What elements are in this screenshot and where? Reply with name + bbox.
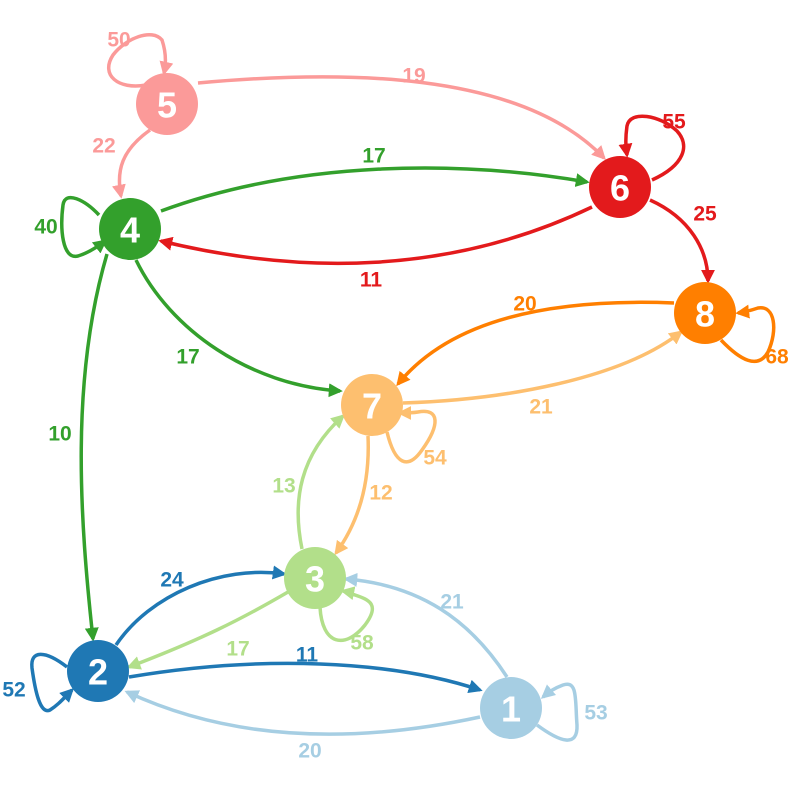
node-label-2: 2 [88, 652, 108, 693]
edge-4-to-6 [160, 166, 590, 213]
node-8: 8 [674, 282, 736, 344]
edge-weight-label-1-to-1: 53 [584, 702, 607, 725]
node-circle-4 [99, 198, 161, 260]
edge-3-to-2 [126, 590, 289, 670]
node-6: 6 [589, 156, 651, 218]
node-7: 7 [341, 374, 403, 436]
node-circle-8 [674, 282, 736, 344]
edge-weight-label-8-to-7: 20 [513, 293, 536, 316]
edge-weight-label-7-to-7: 54 [423, 447, 447, 470]
edge-weight-label-4-to-7: 17 [176, 346, 199, 369]
edge-1-to-2 [124, 690, 481, 736]
edge-2-to-3 [114, 565, 287, 646]
self-loop-edge-1-to-1 [535, 682, 579, 742]
edge-weight-label-2-to-1: 11 [296, 644, 319, 667]
edge-labels-layer: 5019225511254017171068202154121358172452… [2, 29, 789, 763]
node-2: 2 [67, 640, 129, 702]
node-label-1: 1 [501, 689, 521, 730]
edge-4-to-2 [79, 253, 109, 642]
node-circle-2 [67, 640, 129, 702]
edge-weight-label-7-to-8: 21 [529, 396, 553, 419]
self-loop-edge-3-to-3 [318, 586, 375, 643]
edge-weight-label-7-to-3: 12 [369, 482, 392, 505]
self-loop-edge-2-to-2 [30, 652, 74, 713]
edge-5-to-6 [197, 75, 606, 161]
node-1: 1 [480, 677, 542, 739]
edge-1-to-3 [343, 572, 509, 678]
node-label-5: 5 [157, 85, 177, 126]
node-5: 5 [136, 73, 198, 135]
edge-weight-label-8-to-8: 68 [765, 346, 789, 369]
edge-weight-label-3-to-3: 58 [350, 632, 374, 655]
node-label-8: 8 [695, 294, 715, 335]
edge-weight-label-5-to-5: 50 [107, 29, 130, 52]
edge-weight-label-2-to-2: 52 [2, 679, 25, 702]
edge-weight-label-6-to-4: 11 [360, 269, 383, 292]
edge-weight-label-5-to-6: 19 [402, 65, 425, 88]
edge-weight-label-4-to-4: 40 [34, 216, 57, 239]
edge-8-to-7 [396, 300, 675, 387]
edge-7-to-8 [402, 330, 684, 405]
edge-6-to-8 [649, 198, 715, 284]
node-4: 4 [99, 198, 161, 260]
node-label-6: 6 [610, 168, 630, 209]
edges-layer [30, 33, 776, 742]
edge-weight-label-6-to-8: 25 [693, 203, 717, 226]
edge-weight-label-3-to-7: 13 [272, 475, 295, 498]
node-circle-7 [341, 374, 403, 436]
edge-weight-label-6-to-6: 55 [662, 111, 686, 134]
self-loop-edge-4-to-4 [60, 195, 108, 258]
edge-weight-label-1-to-2: 20 [298, 740, 321, 763]
self-loop-edge-8-to-8 [719, 304, 776, 364]
edge-6-to-4 [158, 205, 593, 266]
edge-weight-label-5-to-4: 22 [92, 135, 115, 158]
node-label-7: 7 [362, 386, 382, 427]
edge-weight-label-3-to-2: 17 [226, 638, 249, 661]
self-loop-edge-7-to-7 [385, 405, 437, 464]
node-label-3: 3 [305, 559, 325, 600]
edge-4-to-7 [134, 259, 343, 398]
edge-weight-label-1-to-3: 21 [440, 591, 464, 614]
edge-weight-label-4-to-6: 17 [362, 145, 385, 168]
node-circle-5 [136, 73, 198, 135]
node-circle-3 [284, 547, 346, 609]
node-circle-1 [480, 677, 542, 739]
node-3: 3 [284, 547, 346, 609]
node-circle-6 [589, 156, 651, 218]
edge-7-to-3 [334, 435, 370, 556]
edge-2-to-1 [128, 661, 483, 694]
node-label-4: 4 [120, 210, 140, 251]
edge-weight-label-4-to-2: 10 [48, 423, 71, 446]
edge-3-to-7 [296, 414, 346, 550]
edge-weight-label-2-to-3: 24 [160, 569, 184, 592]
self-loop-edge-6-to-6 [618, 114, 686, 182]
self-loop-edge-5-to-5 [106, 33, 174, 88]
edge-5-to-4 [112, 128, 152, 199]
